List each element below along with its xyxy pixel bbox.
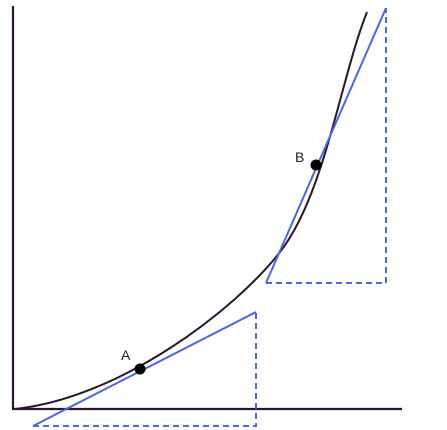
slope-triangle-b	[266, 8, 387, 284]
point-a	[134, 363, 146, 375]
slope-triangle-a	[33, 312, 257, 427]
point-b	[310, 159, 322, 171]
point-b-label: B	[295, 149, 304, 165]
tangent-line-b	[265, 7, 387, 284]
point-a-label: A	[121, 347, 131, 363]
curve	[14, 11, 368, 410]
